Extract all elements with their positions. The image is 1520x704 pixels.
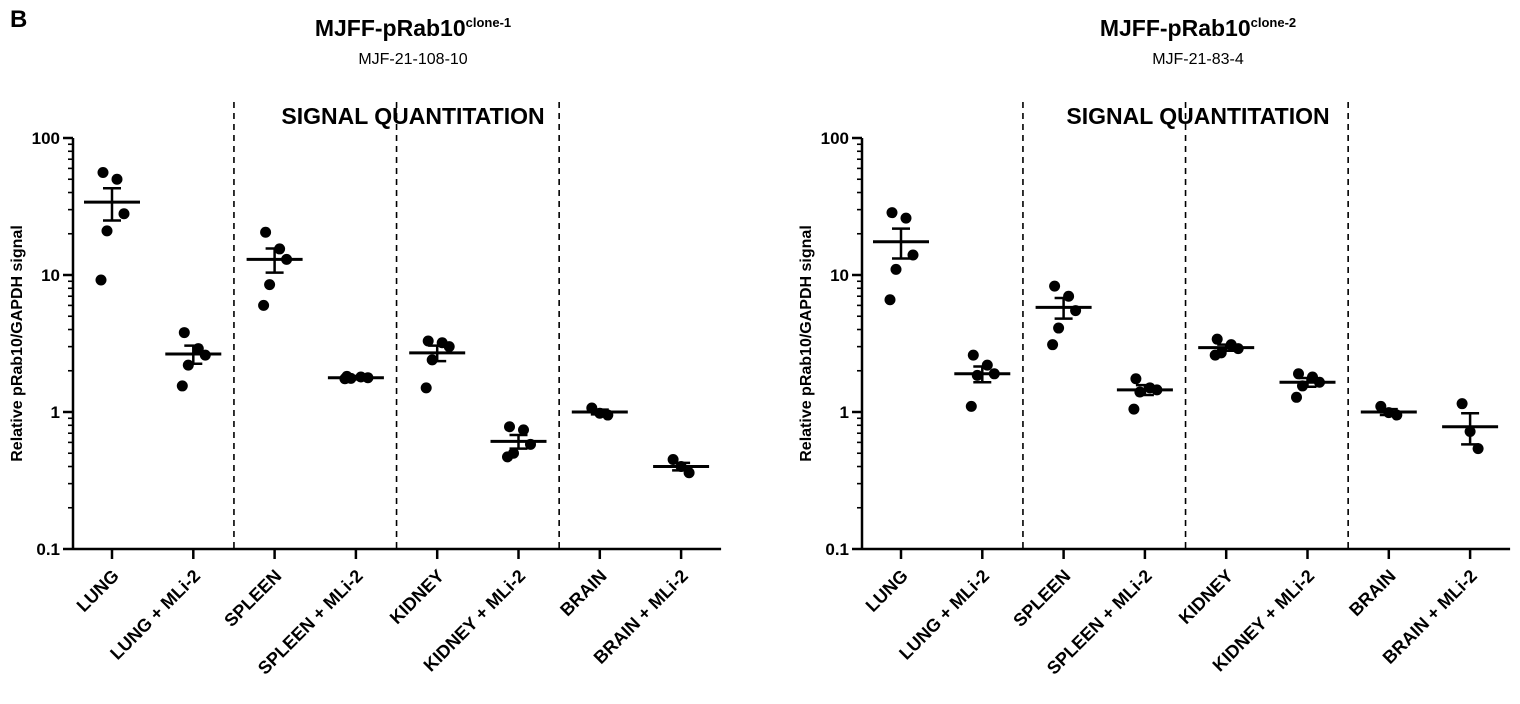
panel-label: B [10,6,28,33]
y-tick-label: 1 [840,403,849,422]
y-tick-label: 0.1 [36,540,60,559]
y-tick-label: 10 [830,266,849,285]
data-point [443,341,455,353]
data-point [95,274,107,286]
data-point [907,249,919,261]
chart-panel-1: MJFF-pRab10clone-1 MJF-21-108-10 SIGNAL QU… [9,15,722,678]
y-tick-label: 100 [821,129,849,148]
chart-title: MJFF-pRab10clone-2 [1100,15,1296,41]
data-point [1291,391,1302,403]
data-point [502,451,513,463]
chart-panel-2: MJFF-pRab10clone-2 MJF-21-83-4 SIGNAL QUAN… [798,15,1511,678]
data-point [967,349,979,361]
data-point [176,380,188,392]
data-point [965,400,977,412]
data-point [1049,280,1061,292]
data-point [422,335,434,347]
y-axis-label: Relative pRab10/GAPDH signal [9,225,26,462]
x-tick-label: SPLEEN [220,566,285,631]
y-tick-label: 100 [32,129,60,148]
data-point [426,354,438,366]
data-point [260,226,272,238]
data-point [981,359,993,371]
chart-heading: SIGNAL QUANTITATION [281,103,544,129]
data-point [97,166,109,178]
y-tick-label: 1 [51,403,60,422]
data-point [1047,339,1059,351]
data-point [101,225,113,237]
data-point [1456,398,1468,410]
data-point [890,263,902,275]
data-point [264,279,276,291]
data-point [118,208,130,220]
data-point [1209,349,1221,361]
data-point [182,359,194,371]
data-point [1211,333,1223,345]
chart-heading: SIGNAL QUANTITATION [1066,103,1329,129]
y-tick-label: 0.1 [825,540,849,559]
y-tick-label: 10 [41,266,60,285]
data-point [518,424,529,436]
data-point [178,327,190,339]
data-point [1472,443,1484,455]
data-point [111,173,123,185]
data-point [886,207,898,219]
data-point [884,294,896,306]
data-point [1293,368,1304,380]
x-tick-label: KIDNEY [1175,566,1237,628]
chart-subtitle: MJF-21-83-4 [1152,51,1244,68]
y-axis-label: Relative pRab10/GAPDH signal [798,225,815,462]
data-point [420,382,432,394]
data-point [258,299,270,311]
data-point [900,212,912,224]
x-tick-label: SPLEEN [1009,566,1074,631]
data-point [1053,322,1065,334]
x-tick-label: KIDNEY [386,566,448,628]
x-tick-label: LUNG [862,566,912,616]
chart-subtitle: MJF-21-108-10 [358,51,467,68]
data-point [504,421,515,433]
x-tick-label: BRAIN [1345,566,1399,620]
chart-title: MJFF-pRab10clone-1 [315,15,511,41]
x-tick-label: LUNG [73,566,123,616]
data-point [1128,403,1140,415]
x-tick-label: BRAIN [556,566,610,620]
data-point [1130,373,1142,385]
data-point [683,467,695,479]
